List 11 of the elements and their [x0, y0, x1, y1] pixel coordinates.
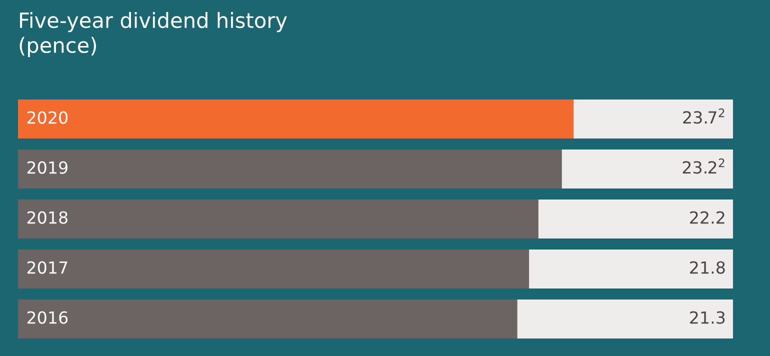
y-tick-label: 2019 [27, 161, 68, 174]
y-tick-label: 2017 [27, 261, 68, 274]
y-tick-label: 2020 [27, 111, 68, 124]
data-label: 21.3 [690, 311, 725, 324]
y-tick-label: 2018 [27, 211, 68, 224]
data-label: 21.8 [690, 261, 725, 274]
y-tick-label: 2016 [27, 311, 68, 324]
chart-title: Five-year dividend history (pence) [20, 12, 287, 58]
data-label: 23.2$^{2}$ [682, 158, 724, 174]
data-label: 22.2 [690, 211, 724, 224]
data-label: 23.7$^{2}$ [683, 108, 724, 124]
